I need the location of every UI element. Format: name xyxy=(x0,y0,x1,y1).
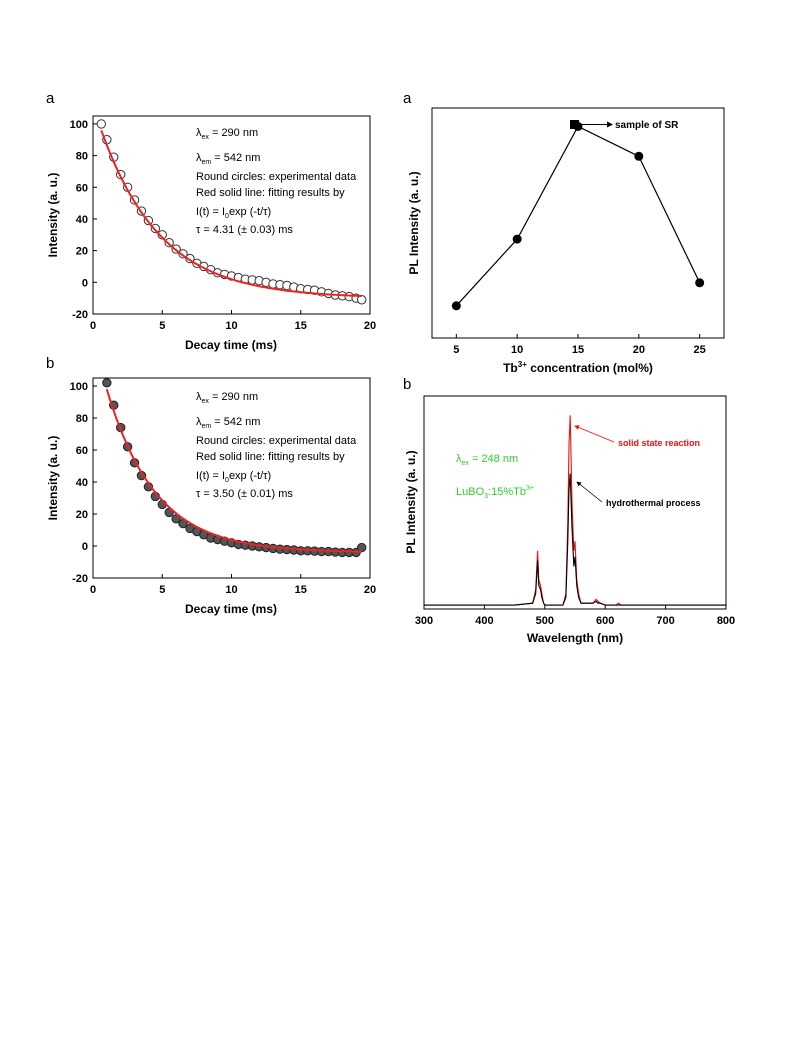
decay-a-annotation-red-line: Red solid line: fitting results by xyxy=(196,187,345,199)
concentration-a-x-tick-label: 20 xyxy=(633,344,645,356)
panel-label-decay-a: a xyxy=(46,90,55,107)
concentration-a-x-tick-label: 10 xyxy=(511,344,523,356)
decay-b-fit-line xyxy=(105,388,362,553)
decay-b-x-tick-label: 10 xyxy=(225,584,237,596)
concentration-a-x-tick-label: 15 xyxy=(572,344,584,356)
concentration-a-series-line xyxy=(455,125,701,307)
decay-a-annotation-formula: I(t) = I0exp (-t/τ) xyxy=(196,206,271,220)
decay-b-y-tick-label: 60 xyxy=(76,445,88,457)
panel-label-concentration-a: a xyxy=(403,90,412,107)
spectrum-b-x-tick-label: 600 xyxy=(596,615,614,627)
decay-b-x-tick-label: 20 xyxy=(364,584,376,596)
decay-b-annotation-red-line: Red solid line: fitting results by xyxy=(196,451,345,463)
decay-b-annotation-round-circles: Round circles: experimental data xyxy=(196,435,357,447)
concentration-a-data-point xyxy=(695,278,705,288)
concentration-a-data-point xyxy=(634,151,644,161)
decay-b-annotation-lambda-em: λem = 542 nm xyxy=(196,416,260,430)
decay-a-annotation-lambda-ex: λex = 290 nm xyxy=(196,127,258,141)
decay-b-x-axis-label: Decay time (ms) xyxy=(185,602,277,616)
decay-a-fit-line xyxy=(100,129,362,297)
spectrum-b-x-tick-label: 300 xyxy=(415,615,433,627)
decay-a-y-tick-label: 80 xyxy=(76,151,88,163)
decay-a-y-tick-label: 40 xyxy=(76,214,88,226)
decay-a-y-tick-label: 0 xyxy=(82,277,88,289)
concentration-a-data-point xyxy=(512,234,522,244)
panel-label-decay-b: b xyxy=(46,355,55,372)
concentration-a-x-tick-label: 25 xyxy=(694,344,706,356)
decay-a-marks xyxy=(96,119,367,305)
spectrum-b-annotation-lambda-ex: λex = 248 nm xyxy=(456,453,518,467)
spectrum-b-x-tick-label: 500 xyxy=(536,615,554,627)
decay-b-y-tick-label: 20 xyxy=(76,509,88,521)
legend-solid-state-label: solid state reaction xyxy=(618,438,700,448)
decay-b-y-tick-label: 0 xyxy=(82,541,88,553)
decay-a-data-point xyxy=(96,119,107,129)
decay-a-y-tick-label: 20 xyxy=(76,246,88,258)
legend-sample-of-sr-label: sample of SR xyxy=(615,120,679,131)
decay-a-x-tick-label: 20 xyxy=(364,320,376,332)
spectrum-b-chart: 300 400 500 600 700 800 Wavelength (nm) PL In… xyxy=(404,395,735,645)
decay-a-x-tick-label: 10 xyxy=(225,320,237,332)
decay-a-x-tick-label: 15 xyxy=(295,320,307,332)
decay-b-x-tick-label: 15 xyxy=(295,584,307,596)
decay-b-y-tick-label: 100 xyxy=(70,381,88,393)
decay-b-annotation-tau: τ = 3.50 (± 0.01) ms xyxy=(196,488,293,500)
concentration-a-chart: 5 10 15 20 25 Tb3+ concentration (mol%) PL I… xyxy=(407,107,725,375)
spectrum-b-annotation-composition: LuBO3:15%Tb3+ xyxy=(456,485,534,500)
decay-a-y-tick-label: -20 xyxy=(72,309,88,321)
decay-a-annotation-lambda-em: λem = 542 nm xyxy=(196,152,260,166)
spectrum-b-ticks: 300 400 500 600 700 800 xyxy=(415,605,735,627)
spectrum-b-x-tick-label: 700 xyxy=(656,615,674,627)
decay-b-y-axis-label: Intensity (a. u.) xyxy=(46,436,60,521)
concentration-a-x-axis-label: Tb3+ concentration (mol%) xyxy=(503,360,653,375)
decay-a-y-axis-label: Intensity (a. u.) xyxy=(46,173,60,258)
concentration-a-ticks: 5 10 15 20 25 xyxy=(453,334,706,356)
decay-b-annotation-formula: I(t) = I0exp (-t/τ) xyxy=(196,470,271,484)
decay-a-annotation-tau: τ = 4.31 (± 0.03) ms xyxy=(196,224,293,236)
spectrum-b-x-axis-label: Wavelength (nm) xyxy=(527,631,623,645)
decay-b-y-tick-label: 40 xyxy=(76,477,88,489)
decay-a-y-tick-label: 100 xyxy=(70,119,88,131)
decay-b-marks xyxy=(102,378,367,558)
concentration-a-y-axis-label: PL Intensity (a. u.) xyxy=(407,171,421,274)
decay-a-x-tick-label: 5 xyxy=(159,320,165,332)
decay-b-x-tick-label: 0 xyxy=(90,584,96,596)
spectrum-b-x-tick-label: 800 xyxy=(717,615,735,627)
decay-b-data-point xyxy=(102,378,112,388)
spectrum-b-plot-frame xyxy=(423,395,727,610)
legend-hydrothermal-arrow xyxy=(576,481,603,503)
decay-a-x-tick-label: 0 xyxy=(90,320,96,332)
concentration-a-data-point xyxy=(451,301,461,311)
panel-label-spectrum-b: b xyxy=(403,376,412,393)
concentration-a-marks xyxy=(451,121,705,311)
decay-a-x-axis-label: Decay time (ms) xyxy=(185,338,277,352)
decay-a-y-tick-label: 60 xyxy=(76,182,88,194)
concentration-a-plot-frame xyxy=(431,107,725,339)
decay-b-y-tick-label: -20 xyxy=(72,573,88,585)
decay-a-annotation-round-circles: Round circles: experimental data xyxy=(196,171,357,183)
concentration-a-x-tick-label: 5 xyxy=(453,344,459,356)
legend-hydrothermal-label: hydrothermal process xyxy=(606,498,701,508)
decay-b-x-tick-label: 5 xyxy=(159,584,165,596)
decay-b-annotation-lambda-ex: λex = 290 nm xyxy=(196,391,258,405)
legend-sample-of-sr-marker xyxy=(570,120,579,129)
spectrum-b-y-axis-label: PL Intensity (a. u.) xyxy=(404,450,418,553)
legend-solid-state-arrow xyxy=(574,425,615,443)
spectrum-b-x-tick-label: 400 xyxy=(475,615,493,627)
decay-b-y-tick-label: 80 xyxy=(76,413,88,425)
